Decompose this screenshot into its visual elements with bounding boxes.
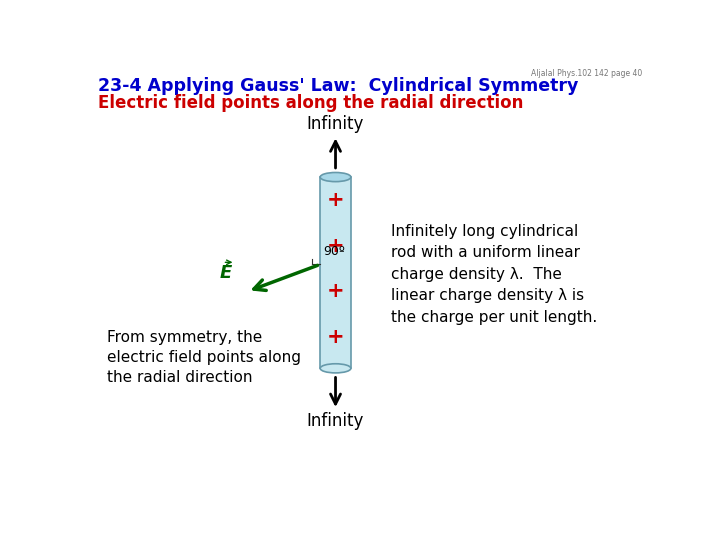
Bar bbox=[320, 177, 351, 368]
Text: +: + bbox=[327, 281, 344, 301]
Text: Infinitely long cylindrical: Infinitely long cylindrical bbox=[392, 224, 579, 239]
Text: E: E bbox=[219, 264, 231, 282]
Text: electric field points along: electric field points along bbox=[107, 350, 301, 366]
Ellipse shape bbox=[320, 364, 351, 373]
Text: linear charge density λ is: linear charge density λ is bbox=[392, 288, 585, 303]
Text: 23-4 Applying Gauss' Law:  Cylindrical Symmetry: 23-4 Applying Gauss' Law: Cylindrical Sy… bbox=[99, 77, 579, 95]
Text: +: + bbox=[327, 327, 344, 347]
Text: Electric field points along the radial direction: Electric field points along the radial d… bbox=[99, 94, 523, 112]
Text: 90º: 90º bbox=[323, 245, 345, 258]
Text: Aljalal Phys.102 142 page 40: Aljalal Phys.102 142 page 40 bbox=[531, 69, 642, 78]
Text: Infinity: Infinity bbox=[307, 116, 364, 133]
Text: charge density λ.  The: charge density λ. The bbox=[392, 267, 562, 282]
Text: +: + bbox=[327, 235, 344, 255]
Text: the radial direction: the radial direction bbox=[107, 370, 252, 386]
Text: rod with a uniform linear: rod with a uniform linear bbox=[392, 245, 580, 260]
Text: +: + bbox=[327, 190, 344, 210]
Text: Infinity: Infinity bbox=[307, 412, 364, 430]
Text: the charge per unit length.: the charge per unit length. bbox=[392, 310, 598, 325]
Text: From symmetry, the: From symmetry, the bbox=[107, 330, 262, 346]
Ellipse shape bbox=[320, 172, 351, 181]
